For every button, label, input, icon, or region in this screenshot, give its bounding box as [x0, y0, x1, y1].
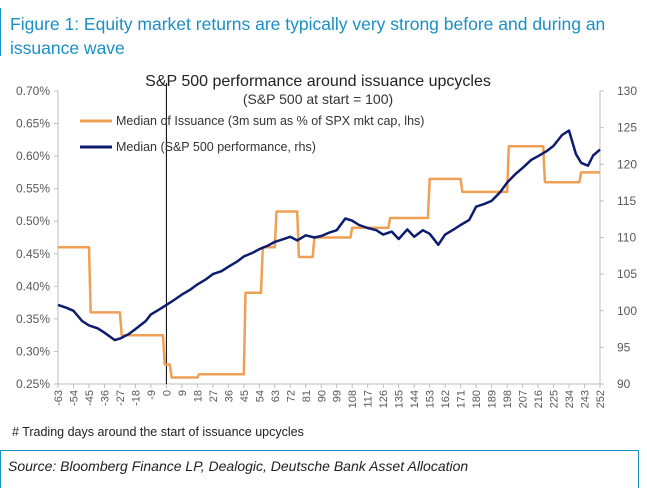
legend-label: Median of Issuance (3m sum as % of SPX m…	[116, 114, 424, 128]
x-tick-label: 198	[502, 390, 514, 408]
frame-left-rule-lower	[0, 450, 1, 488]
x-tick-label: 126	[378, 390, 390, 408]
y-left-tick-label: 0.70%	[16, 84, 50, 98]
y-right-tick-label: 110	[617, 231, 636, 245]
x-tick-label: 45	[239, 390, 251, 402]
x-tick-label: 90	[316, 390, 328, 402]
x-tick-label: 153	[425, 390, 437, 408]
y-right-tick-label: 130	[617, 84, 637, 98]
x-tick-label: 171	[456, 390, 468, 408]
y-right-tick-label: 95	[617, 340, 631, 354]
x-tick-label: -54	[68, 390, 80, 406]
y-right-tick-label: 125	[617, 121, 637, 135]
y-left-tick-label: 0.50%	[16, 214, 50, 228]
y-right-tick-label: 105	[617, 267, 637, 281]
x-tick-label: 81	[301, 390, 313, 402]
x-tick-label: 144	[409, 390, 421, 408]
source-note: Source: Bloomberg Finance LP, Dealogic, …	[8, 458, 469, 474]
y-left-tick-label: 0.40%	[16, 279, 50, 293]
x-tick-label: -63	[53, 390, 65, 406]
x-tick-label: 99	[332, 390, 344, 402]
x-tick-label: 63	[270, 390, 282, 402]
x-tick-label: 18	[192, 390, 204, 402]
x-tick-label: 54	[254, 390, 266, 402]
chart-footnote: # Trading days around the start of issua…	[12, 425, 304, 439]
y-right-tick-label: 100	[617, 304, 637, 318]
x-tick-label: 36	[223, 390, 235, 402]
x-tick-label: 117	[363, 390, 375, 408]
x-tick-label: -45	[84, 390, 96, 406]
issuance-series-line	[58, 145, 600, 379]
y-left-tick-label: 0.45%	[16, 247, 50, 261]
y-left-tick-label: 0.30%	[16, 344, 50, 358]
x-tick-label: 0	[161, 390, 173, 396]
x-tick-label: 135	[394, 390, 406, 408]
x-tick-label: 27	[208, 390, 220, 402]
frame-left-rule	[0, 8, 1, 56]
x-tick-label: -27	[115, 390, 127, 406]
x-tick-label: 108	[347, 390, 359, 408]
x-tick-label: 162	[440, 390, 452, 408]
x-tick-label: -18	[130, 390, 142, 406]
x-tick-label: 207	[518, 390, 530, 408]
x-tick-label: 189	[487, 390, 499, 408]
y-left-tick-label: 0.35%	[16, 312, 50, 326]
performance-series-line	[57, 129, 601, 342]
chart-title: S&P 500 performance around issuance upcy…	[145, 73, 491, 90]
x-tick-label: 9	[177, 390, 189, 396]
x-tick-label: 180	[471, 390, 483, 408]
y-right-tick-label: 115	[617, 194, 636, 208]
x-tick-label: 72	[285, 390, 297, 402]
y-right-tick-label: 90	[617, 377, 631, 391]
x-tick-label: -9	[146, 390, 158, 400]
y-right-tick-label: 120	[617, 157, 637, 171]
chart-subtitle: (S&P 500 at start = 100)	[243, 91, 393, 107]
x-tick-label: 243	[580, 390, 592, 408]
x-tick-label: 216	[533, 390, 545, 408]
x-tick-label: -36	[99, 390, 111, 406]
frame-divider	[0, 450, 639, 451]
frame-right-rule-lower	[638, 450, 639, 488]
figure-title: Figure 1: Equity market returns are typi…	[10, 14, 606, 58]
y-left-tick-label: 0.65%	[16, 117, 50, 131]
y-left-tick-label: 0.55%	[16, 182, 50, 196]
x-tick-label: 252	[595, 390, 607, 408]
x-tick-label: 234	[564, 390, 576, 408]
y-left-tick-label: 0.60%	[16, 149, 50, 163]
y-left-tick-label: 0.25%	[16, 377, 50, 391]
x-tick-label: 225	[549, 390, 561, 408]
legend-label: Median (S&P 500 performance, rhs)	[116, 140, 316, 154]
